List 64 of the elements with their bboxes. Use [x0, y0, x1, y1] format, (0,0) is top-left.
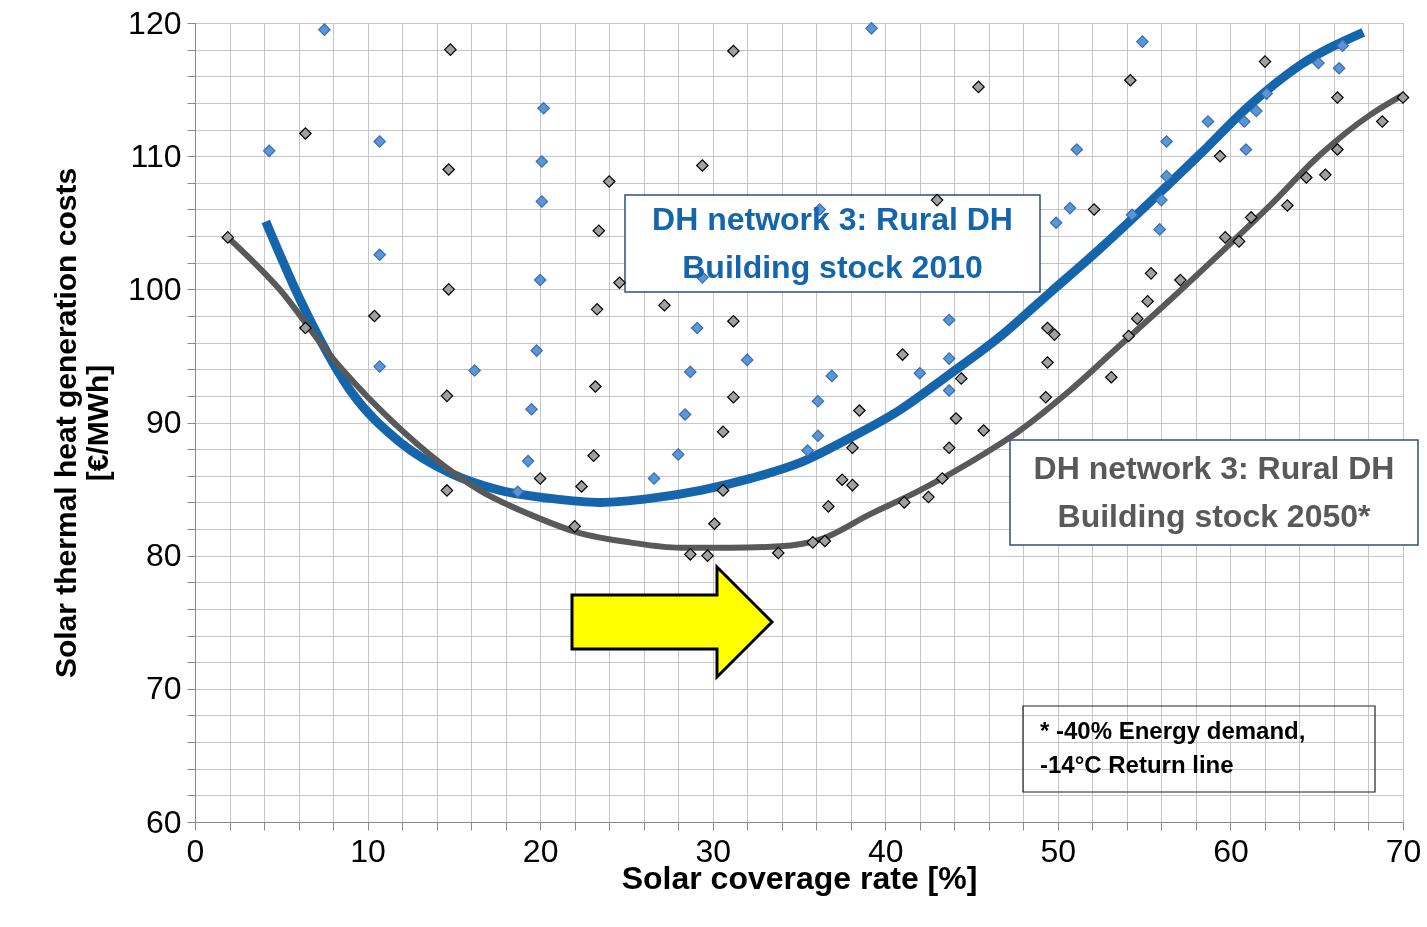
point — [535, 195, 549, 208]
point — [1070, 143, 1084, 156]
point — [811, 429, 825, 443]
point — [825, 369, 839, 383]
point — [1136, 35, 1149, 48]
point — [1125, 208, 1139, 222]
y-tick-label: 110 — [130, 137, 182, 174]
point — [537, 101, 550, 115]
y-tick-label: 70 — [145, 670, 182, 707]
x-tick-label: 10 — [350, 832, 386, 869]
point — [530, 344, 543, 357]
point — [511, 485, 525, 499]
point — [1160, 169, 1173, 183]
point — [647, 472, 661, 485]
x-tick-label: 0 — [186, 832, 205, 869]
point — [1250, 104, 1263, 118]
point — [1312, 56, 1325, 70]
point — [740, 353, 754, 367]
point — [521, 454, 535, 468]
point — [801, 444, 814, 457]
point — [1260, 87, 1273, 100]
x-tick-label: 60 — [1213, 832, 1249, 869]
point — [671, 448, 685, 461]
x-tick-label: 40 — [867, 832, 904, 869]
point — [678, 408, 692, 421]
point — [373, 360, 386, 373]
point — [525, 402, 538, 416]
series-label: DH network 3: Rural DH Building stock 2010 — [652, 200, 1013, 285]
point — [811, 394, 825, 408]
y-tick-label: 100 — [128, 270, 182, 307]
point — [535, 155, 549, 168]
y-axis-title: Solar thermal heat generation costs [€/MWh] — [49, 167, 115, 679]
point — [1160, 135, 1173, 148]
point — [942, 352, 956, 365]
point — [1153, 223, 1166, 236]
y-tick-label: 120 — [128, 4, 182, 41]
point — [468, 364, 481, 377]
y-tick-label: 90 — [145, 404, 182, 440]
point — [1155, 193, 1168, 207]
point — [1049, 216, 1063, 230]
point — [690, 321, 704, 335]
point — [683, 365, 697, 379]
x-tick-label: 50 — [1040, 832, 1077, 869]
point — [913, 366, 927, 380]
point — [1336, 39, 1349, 52]
series-label: DH network 3: Rural DH Building stock 2050* — [1033, 449, 1395, 534]
point — [533, 273, 547, 287]
point — [373, 135, 386, 148]
point — [1332, 61, 1346, 75]
point — [373, 248, 386, 262]
point — [942, 384, 956, 397]
x-tick-label: 20 — [522, 832, 559, 869]
point — [865, 22, 878, 35]
point — [1237, 115, 1251, 128]
x-tick-label: 70 — [1385, 832, 1422, 869]
annotation: * -40% Energy demand, -14°C Return line — [1040, 717, 1306, 778]
point — [262, 144, 276, 158]
point — [1063, 201, 1077, 215]
point — [1201, 115, 1215, 128]
point — [318, 23, 331, 36]
y-tick-label: 80 — [145, 537, 182, 574]
y-tick-label: 60 — [145, 803, 182, 840]
point — [1239, 143, 1253, 156]
point — [942, 313, 956, 327]
